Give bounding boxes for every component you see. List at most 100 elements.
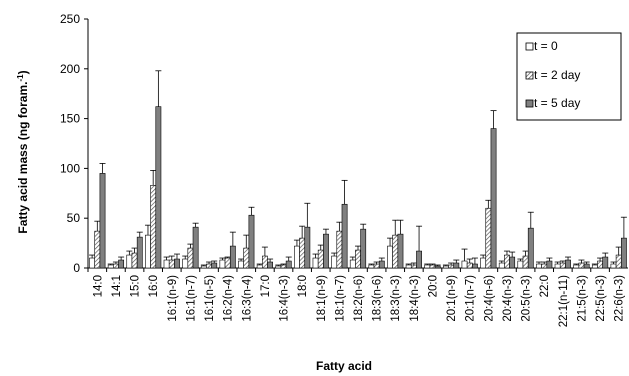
bar-hatched — [597, 260, 603, 269]
x-tick-label: 20:1(n-7) — [465, 275, 477, 322]
bar-solid — [416, 250, 422, 269]
bar-open — [275, 265, 282, 269]
y-axis-label-close: ) — [16, 70, 30, 74]
bar-open — [200, 265, 207, 269]
legend-item: t = 2 day — [525, 68, 580, 82]
bar-solid — [99, 173, 106, 269]
bar-solid — [583, 263, 590, 269]
y-tick-label: 250 — [60, 12, 80, 26]
x-tick-label: 16:3(n-4) — [241, 275, 253, 322]
bar-hatched — [113, 263, 119, 269]
bar-solid — [211, 262, 218, 269]
bar-hatched — [410, 264, 417, 269]
bar-hatched — [299, 237, 306, 269]
bar-hatched — [578, 262, 585, 269]
bar-hatched — [317, 249, 324, 269]
bar-open — [294, 245, 300, 269]
x-tick-label: 16:1(n-9) — [167, 275, 179, 322]
bar-solid — [136, 236, 143, 269]
bar-hatched — [131, 252, 138, 269]
bar-hatched — [559, 262, 566, 269]
bar-hatched — [504, 254, 510, 269]
x-tick-label: 14:1 — [111, 275, 123, 297]
legend: t = 0 t = 2 day t = 5 day — [516, 32, 622, 121]
bar-solid — [472, 263, 478, 269]
bar-hatched — [187, 247, 194, 269]
bar-solid — [304, 226, 311, 269]
legend-label: t = 5 day — [534, 96, 580, 110]
bar-open — [554, 263, 561, 269]
bar-solid — [118, 259, 125, 269]
x-tick-label: 16:2(n-4) — [223, 275, 235, 322]
x-tick-label: 18:1(n-9) — [316, 275, 328, 322]
bar-open — [256, 264, 263, 269]
bar-solid — [453, 262, 460, 269]
y-tick-label: 200 — [60, 62, 80, 76]
bar-open — [163, 259, 170, 269]
bar-solid — [602, 256, 609, 269]
x-tick-label: 18:3(n-6) — [372, 275, 384, 322]
bar-open — [461, 260, 468, 269]
bar-open — [591, 264, 598, 269]
bar-hatched — [373, 263, 380, 269]
x-tick-label: 15:0 — [130, 275, 142, 297]
bar-solid — [620, 237, 627, 269]
bar-open — [145, 234, 151, 269]
x-tick-label: 16:1(n-5) — [204, 275, 216, 322]
x-tick-label: 20:4(n-3) — [502, 275, 514, 322]
legend-item: t = 5 day — [525, 96, 580, 110]
legend-box — [516, 32, 622, 121]
bar-hatched — [261, 255, 268, 269]
bar-hatched — [485, 207, 492, 269]
bar-hatched — [224, 257, 231, 269]
x-tick-label: 20:4(n-6) — [483, 275, 495, 322]
bar-hatched — [392, 234, 399, 269]
legend-label: t = 2 day — [534, 68, 580, 82]
bar-open — [368, 264, 375, 269]
bar-solid — [360, 228, 367, 269]
x-tick-label: 22:5(n-3) — [595, 275, 607, 322]
bar-solid — [546, 260, 553, 269]
legend-swatch-solid — [525, 99, 534, 108]
bar-solid — [192, 226, 199, 269]
bar-open — [498, 262, 505, 269]
x-tick-label: 18:3(n-3) — [390, 275, 402, 322]
bar-open — [89, 257, 96, 269]
x-tick-label: 18:0 — [297, 275, 309, 297]
x-tick-label: 21:5(n-3) — [576, 275, 588, 322]
x-axis-label: Fatty acid — [316, 359, 372, 373]
bar-open — [238, 260, 244, 269]
x-tick-label: 16:1(n-7) — [185, 275, 197, 322]
x-tick-label: 18:1(n-7) — [334, 275, 346, 322]
x-tick-label: 20:1(n-9) — [446, 275, 458, 322]
x-tick-label: 16:4(n-3) — [279, 275, 291, 322]
x-tick-label: 22:1(n-11) — [558, 275, 570, 327]
legend-swatch-hatched — [525, 71, 534, 80]
bar-hatched — [541, 263, 548, 269]
bar-open — [405, 264, 412, 269]
bar-open — [107, 264, 114, 269]
bar-hatched — [522, 255, 529, 269]
bar-open — [517, 260, 524, 269]
bar-solid — [434, 265, 441, 269]
bar-solid — [155, 106, 162, 269]
bar-solid — [565, 259, 571, 269]
bar-hatched — [168, 259, 175, 269]
bar-solid — [248, 214, 255, 269]
bar-open — [331, 255, 338, 269]
bar-hatched — [206, 263, 212, 269]
bar-solid — [267, 261, 273, 269]
bar-open — [126, 254, 133, 269]
legend-swatch-open — [525, 42, 534, 51]
bar-open — [443, 265, 449, 269]
x-tick-label: 22:0 — [539, 275, 551, 297]
bar-hatched — [355, 249, 361, 269]
y-tick-label: 50 — [67, 211, 81, 225]
x-tick-label: 18:2(n-6) — [353, 275, 365, 322]
bar-open — [182, 258, 189, 269]
y-axis-label-superscript: -1 — [16, 74, 25, 82]
bar-solid — [509, 256, 516, 269]
bar-open — [573, 264, 580, 269]
bar-hatched — [94, 230, 101, 269]
bar-solid — [397, 233, 404, 269]
